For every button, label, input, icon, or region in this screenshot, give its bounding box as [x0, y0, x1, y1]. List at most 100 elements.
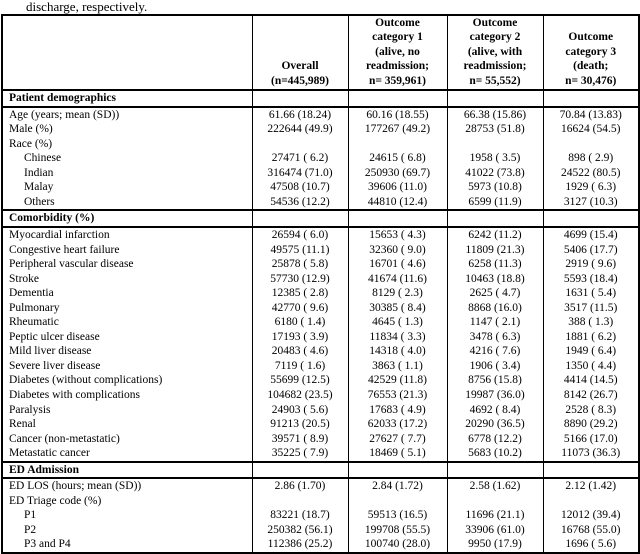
cell-value: 1906 ( 3.4)	[446, 358, 544, 374]
row-label: Patient demographics	[1, 89, 253, 108]
cell-value: 39571 ( 8.9)	[251, 431, 349, 447]
cell-value: 12012 (39.4)	[542, 508, 640, 523]
cell-value: 3478 ( 6.3)	[446, 329, 544, 345]
row-label: Indian	[1, 165, 253, 181]
cell-value: 9950 (17.9)	[446, 537, 544, 553]
cell-value: 5166 (17.0)	[542, 431, 640, 447]
cell-value: 2.84 (1.72)	[347, 478, 448, 494]
cell-value: 1949 ( 6.4)	[542, 344, 640, 359]
cell-value: 27471 ( 6.2)	[251, 151, 349, 166]
cell-value: 16701 ( 4.6)	[347, 257, 448, 272]
cell-value	[347, 460, 448, 480]
cell-value: 35225 ( 7.9)	[251, 446, 349, 462]
cell-value: 39606 (11.0)	[347, 180, 448, 195]
cell-value	[542, 136, 640, 152]
cell-value	[347, 209, 448, 228]
cell-value: 27627 ( 7.7)	[347, 431, 448, 447]
cell-value: 3517 (11.5)	[542, 300, 640, 316]
table-row: Pulmonary 42770 ( 9.6) 30385 ( 8.4) 8868 (1…	[1, 300, 640, 316]
row-label: Severe liver disease	[1, 358, 253, 374]
cell-value: 1958 ( 3.5)	[446, 151, 544, 166]
cell-value: 54536 (12.2)	[251, 194, 349, 211]
cell-value: 177267 (49.2)	[347, 122, 448, 137]
table-row: Cancer (non-metastatic) 39571 ( 8.9) 27627…	[1, 431, 640, 447]
row-label: ED Admission	[1, 460, 253, 480]
row-label: Diabetes with complications	[1, 387, 253, 403]
cell-value: 76553 (21.3)	[347, 387, 448, 403]
cell-value: 100740 (28.0)	[347, 537, 448, 553]
row-label: ED LOS (hours; mean (SD))	[1, 478, 253, 494]
cell-value	[251, 89, 349, 108]
row-label: Metastatic cancer	[1, 446, 253, 462]
row-label: Age (years; mean (SD))	[1, 106, 253, 123]
column-header-overall: Overall (n=445,989)	[251, 15, 349, 92]
column-header-outcome-category-3: Outcome category 3 (death; n= 30,476)	[542, 15, 640, 92]
cell-value	[446, 136, 544, 152]
cell-value	[542, 493, 640, 509]
cell-value: 41674 (11.6)	[347, 271, 448, 287]
cell-value	[347, 136, 448, 152]
cell-value: 83221 (18.7)	[251, 508, 349, 523]
cell-value: 30385 ( 8.4)	[347, 300, 448, 316]
cell-value	[347, 89, 448, 108]
cell-value: 62033 (17.2)	[347, 417, 448, 432]
row-label: Male (%)	[1, 122, 253, 137]
row-label: ED Triage code (%)	[1, 493, 253, 509]
cell-value: 8890 (29.2)	[542, 417, 640, 432]
cell-value: 8142 (26.7)	[542, 387, 640, 403]
table-row: Congestive heart failure 49575 (11.1) 3236…	[1, 242, 640, 258]
table-row: Indian 316474 (71.0) 250930 (69.7) 41022 (7…	[1, 165, 640, 181]
cell-value: 4699 (15.4)	[542, 226, 640, 243]
cell-value: 2.58 (1.62)	[446, 478, 544, 494]
cell-value: 20290 (36.5)	[446, 417, 544, 432]
cell-value: 20483 ( 4.6)	[251, 344, 349, 359]
cell-value: 316474 (71.0)	[251, 165, 349, 181]
row-label: Paralysis	[1, 402, 253, 418]
cell-value: 60.16 (18.55)	[347, 106, 448, 123]
table-row: Dementia 12385 ( 2.8) 8129 ( 2.3) 2625 ( 4.…	[1, 286, 640, 301]
cell-value	[251, 493, 349, 509]
table-row: ED LOS (hours; mean (SD)) 2.86 (1.70) 2.84…	[1, 478, 640, 494]
cell-value: 42529 (11.8)	[347, 373, 448, 388]
table-row: Age (years; mean (SD)) 61.66 (18.24) 60.16…	[1, 106, 640, 123]
table-row: Mild liver disease 20483 ( 4.6) 14318 ( 4.…	[1, 344, 640, 359]
cell-value: 250930 (69.7)	[347, 165, 448, 181]
table-row: Myocardial infarction 26594 ( 6.0) 15653 (…	[1, 226, 640, 243]
cell-value: 2625 ( 4.7)	[446, 286, 544, 301]
row-label: P3 and P4	[1, 537, 253, 553]
cell-value: 6242 (11.2)	[446, 226, 544, 243]
table-row: P1 83221 (18.7) 59513 (16.5) 11696 (21.1) 12…	[1, 508, 640, 523]
cell-value: 199708 (55.5)	[347, 522, 448, 538]
cell-value: 104682 (23.5)	[251, 387, 349, 403]
table-row: P2 250382 (56.1) 199708 (55.5) 33906 (61.0)…	[1, 522, 640, 538]
cell-value: 26594 ( 6.0)	[251, 226, 349, 243]
cell-value: 25878 ( 5.8)	[251, 257, 349, 272]
cell-value: 5406 (17.7)	[542, 242, 640, 258]
cell-value	[347, 493, 448, 509]
row-label: Others	[1, 194, 253, 211]
row-label: Peptic ulcer disease	[1, 329, 253, 345]
cell-value: 33906 (61.0)	[446, 522, 544, 538]
row-label: Chinese	[1, 151, 253, 166]
cell-value: 11834 ( 3.3)	[347, 329, 448, 345]
table-row: P3 and P4 112386 (25.2) 100740 (28.0) 9950 …	[1, 537, 640, 553]
table-row: Peptic ulcer disease 17193 ( 3.9) 11834 ( …	[1, 329, 640, 345]
cell-value: 17193 ( 3.9)	[251, 329, 349, 345]
cell-value: 16768 (55.0)	[542, 522, 640, 538]
table-row: Stroke 57730 (12.9) 41674 (11.6) 10463 (18.…	[1, 271, 640, 287]
cell-value: 2.86 (1.70)	[251, 478, 349, 494]
cell-value: 8868 (16.0)	[446, 300, 544, 316]
cell-value: 14318 ( 4.0)	[347, 344, 448, 359]
cell-value: 66.38 (15.86)	[446, 106, 544, 123]
cell-value: 70.84 (13.83)	[542, 106, 640, 123]
cell-value: 24615 ( 6.8)	[347, 151, 448, 166]
section-row: Patient demographics	[1, 89, 640, 108]
cell-value: 49575 (11.1)	[251, 242, 349, 258]
cell-value: 32360 ( 9.0)	[347, 242, 448, 258]
cell-value: 6258 (11.3)	[446, 257, 544, 272]
cell-value	[542, 460, 640, 480]
corner-cell	[1, 15, 253, 92]
cell-value: 1147 ( 2.1)	[446, 315, 544, 330]
cell-value: 57730 (12.9)	[251, 271, 349, 287]
